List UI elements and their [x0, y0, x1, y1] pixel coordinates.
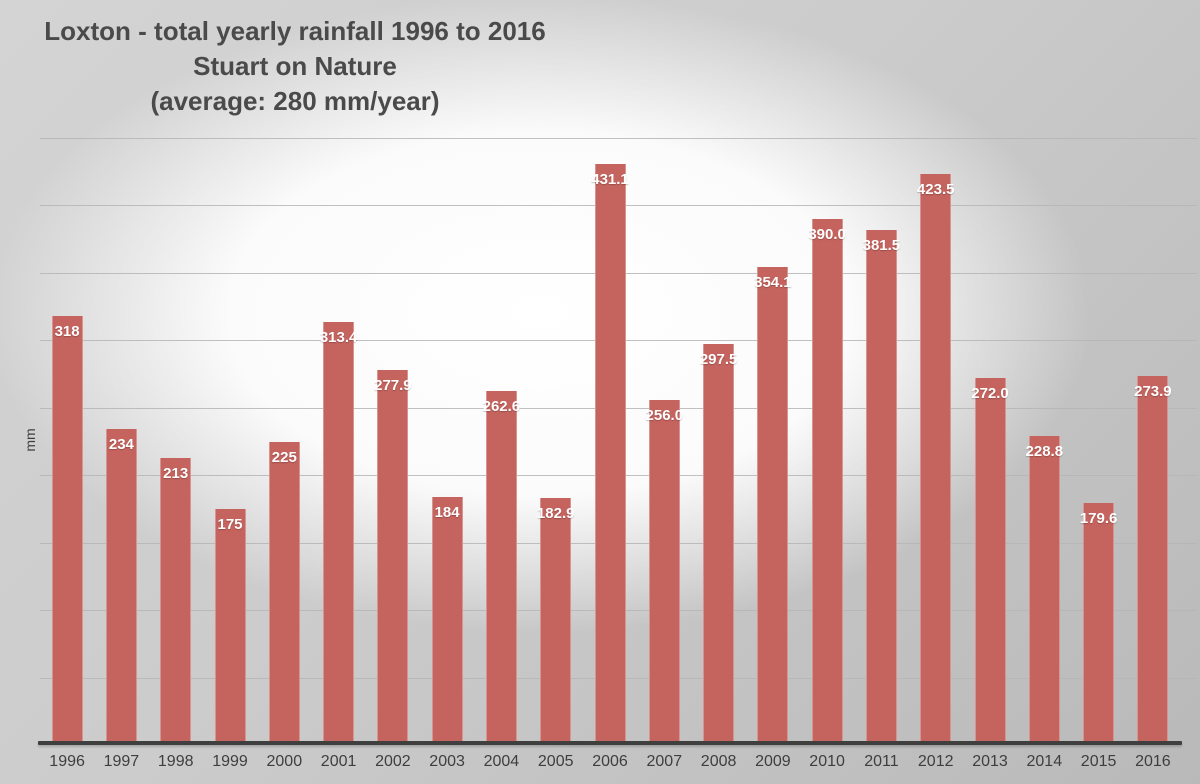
bar-value-label-2010: 390.0: [808, 225, 846, 243]
bar-2015: [1083, 502, 1115, 745]
x-tick-2005: 2005: [537, 753, 574, 770]
bar-value-label-2001: 313.4: [319, 329, 358, 347]
bar-1997: [105, 429, 137, 745]
bar-2004: [485, 390, 517, 745]
bar-value-label-2002: 277.9: [374, 377, 412, 395]
x-tick-2002: 2002: [375, 753, 411, 770]
chart-title-block: Loxton - total yearly rainfall 1996 to 2…: [40, 14, 550, 119]
gridline-450: [40, 138, 1197, 139]
bar-value-label-2004: 262.6: [482, 397, 521, 415]
bar-value-label-2008: 297.5: [699, 350, 738, 368]
bar-value-label-2006: 431.1: [591, 170, 629, 188]
x-axis-line: [38, 741, 1182, 745]
x-tick-2013: 2013: [972, 753, 1008, 770]
bar-2002: [377, 370, 409, 745]
bar-2001: [323, 322, 355, 745]
bar-value-label-2012: 423.5: [916, 180, 955, 198]
x-tick-2011: 2011: [864, 753, 899, 770]
bar-2000: [268, 441, 300, 745]
x-tick-2014: 2014: [1026, 753, 1063, 770]
bar-2013: [974, 378, 1006, 745]
bar-2009: [757, 267, 789, 745]
x-tick-2007: 2007: [646, 753, 683, 770]
x-tick-2015: 2015: [1080, 753, 1117, 770]
bar-1996: [51, 316, 83, 745]
bar-value-label-1999: 175: [217, 515, 243, 533]
bar-value-label-1996: 318: [54, 323, 80, 341]
bar-value-label-2007: 256.0: [645, 406, 684, 424]
bar-1999: [214, 508, 246, 745]
bar-2011: [865, 230, 897, 745]
bar-2008: [703, 343, 735, 745]
bar-value-label-2013: 272.0: [971, 385, 1009, 403]
chart-subtitle: Stuart on Nature: [193, 51, 397, 81]
bar-2005: [540, 498, 572, 745]
bar-2007: [648, 399, 680, 745]
bar-value-label-2003: 184: [434, 503, 460, 521]
bar-1998: [160, 457, 192, 745]
bar-value-label-2014: 228.8: [1025, 443, 1064, 461]
bar-value-label-2011: 381.5: [862, 237, 901, 255]
x-tick-2012: 2012: [917, 753, 954, 770]
x-tick-2003: 2003: [429, 753, 465, 770]
bar-value-label-2005: 182.9: [536, 505, 575, 523]
bar-2014: [1028, 436, 1060, 745]
x-tick-2016: 2016: [1135, 753, 1171, 770]
bar-value-label-2000: 225: [271, 448, 297, 466]
x-tick-1999: 1999: [212, 753, 248, 770]
bar-2003: [431, 496, 463, 745]
bar-value-label-1997: 234: [108, 436, 134, 454]
chart-title: Loxton - total yearly rainfall 1996 to 2…: [44, 16, 546, 46]
bar-2012: [920, 173, 952, 745]
x-tick-2004: 2004: [483, 753, 520, 770]
bar-2010: [811, 218, 843, 745]
x-tick-2010: 2010: [809, 753, 845, 770]
bar-2016: [1137, 375, 1169, 745]
x-tick-2009: 2009: [755, 753, 791, 770]
bar-value-label-1998: 213: [163, 464, 189, 482]
x-tick-2000: 2000: [266, 753, 303, 770]
x-tick-1996: 1996: [49, 753, 85, 770]
bar-value-label-2009: 354.1: [754, 274, 792, 292]
x-tick-1998: 1998: [157, 753, 194, 770]
x-tick-2008: 2008: [700, 753, 737, 770]
bar-2006: [594, 163, 626, 745]
x-tick-2006: 2006: [592, 753, 628, 770]
bar-value-label-2016: 273.9: [1134, 382, 1172, 400]
bar-value-label-2015: 179.6: [1079, 509, 1118, 527]
x-tick-1997: 1997: [103, 753, 140, 770]
chart-average-note: (average: 280 mm/year): [150, 86, 440, 116]
x-tick-2001: 2001: [320, 753, 357, 770]
